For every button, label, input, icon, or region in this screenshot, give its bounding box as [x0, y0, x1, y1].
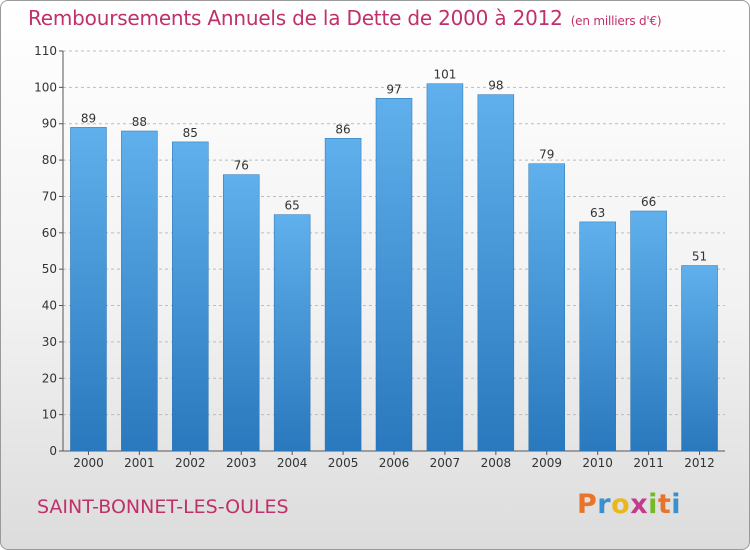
- value-label-2002: 85: [183, 126, 198, 140]
- logo-letter: o: [611, 489, 631, 520]
- y-tick-label: 80: [42, 153, 57, 167]
- logo-letter: P: [577, 489, 598, 520]
- tick-labels: 0 10 20 30 40 50 60 70 80 90 100 110 2000 2001 2002 200…: [34, 44, 715, 470]
- y-tick-label: 0: [49, 444, 57, 458]
- value-label-2006: 97: [386, 82, 401, 96]
- logo-letter: i: [648, 489, 658, 520]
- value-label-2005: 86: [335, 122, 350, 136]
- bar-2005: [324, 138, 362, 452]
- value-label-2011: 66: [641, 195, 656, 209]
- value-label-2009: 79: [539, 148, 554, 162]
- bar-2001: [121, 130, 158, 452]
- logo-letter: r: [597, 489, 612, 520]
- value-label-2007: 101: [433, 68, 456, 82]
- y-tick-label: 10: [42, 408, 57, 422]
- value-labels: 89 88 85 76 65 86 97 101 98 79 63 66 51: [81, 68, 707, 264]
- y-tick-label: 110: [34, 44, 57, 58]
- bar-2006: [375, 98, 413, 452]
- logo-letter: i: [671, 489, 682, 520]
- value-label-2003: 76: [234, 159, 249, 173]
- value-label-2001: 88: [132, 115, 147, 129]
- y-tick-label: 60: [42, 226, 57, 240]
- bars: [70, 83, 718, 452]
- x-tick-label-2010: 2010: [582, 456, 613, 470]
- bar-2008: [477, 94, 515, 452]
- value-label-2010: 63: [590, 206, 605, 220]
- value-label-2000: 89: [81, 111, 96, 125]
- bar-2011: [630, 210, 667, 452]
- logo-letter: x: [630, 489, 649, 520]
- x-tick-label-2007: 2007: [430, 456, 461, 470]
- value-label-2004: 65: [285, 199, 300, 213]
- value-label-2012: 51: [692, 250, 707, 264]
- chart-title: Remboursements Annuels de la Dette de 20…: [28, 6, 662, 30]
- x-tick-label-2008: 2008: [481, 456, 512, 470]
- x-tick-label-2012: 2012: [684, 456, 715, 470]
- x-tick-label-2009: 2009: [531, 456, 562, 470]
- bar-2012: [681, 265, 718, 452]
- x-tick-label-2004: 2004: [277, 456, 308, 470]
- y-tick-label: 100: [34, 80, 57, 94]
- x-tick-label-2002: 2002: [175, 456, 206, 470]
- y-tick-label: 50: [42, 262, 57, 276]
- bar-2007: [426, 83, 464, 452]
- x-tick-label-2011: 2011: [633, 456, 664, 470]
- y-tick-label: 90: [42, 117, 57, 131]
- bar-2002: [172, 141, 209, 452]
- bar-2010: [579, 221, 616, 452]
- y-tick-label: 30: [42, 335, 57, 349]
- x-tick-label-2003: 2003: [226, 456, 257, 470]
- chart-subtitle: (en milliers d'€): [570, 14, 662, 28]
- proxiti-logo: Proxiti: [577, 489, 681, 520]
- y-tick-label: 70: [42, 189, 57, 203]
- value-label-2008: 98: [488, 79, 503, 93]
- bar-2003: [222, 174, 260, 452]
- chart-title-text: Remboursements Annuels de la Dette de 20…: [28, 6, 563, 30]
- commune-name: SAINT-BONNET-LES-OULES: [37, 496, 289, 518]
- bar-2009: [528, 163, 566, 452]
- y-tick-label: 40: [42, 299, 57, 313]
- y-tick-label: 20: [42, 371, 57, 385]
- x-tick-label-2001: 2001: [124, 456, 155, 470]
- x-tick-label-2006: 2006: [379, 456, 410, 470]
- logo-letter: t: [657, 489, 672, 520]
- bar-2004: [273, 214, 311, 452]
- x-tick-label-2000: 2000: [73, 456, 104, 470]
- bar-2000: [70, 127, 107, 452]
- x-tick-label-2005: 2005: [328, 456, 359, 470]
